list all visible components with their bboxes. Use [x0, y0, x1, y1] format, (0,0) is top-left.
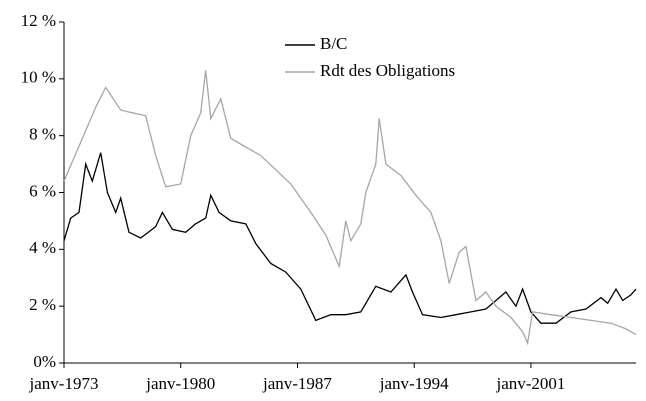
x-tick-label: janv-1987	[262, 374, 332, 393]
line-series	[63, 70, 637, 346]
legend-label: B/C	[320, 34, 347, 53]
x-tick-label: janv-1994	[379, 374, 449, 393]
y-tick-label: 6 %	[29, 181, 56, 200]
y-tick-label: 4 %	[29, 238, 56, 257]
y-tick-label: 8 %	[29, 125, 56, 144]
y-tick-label: 12 %	[21, 11, 56, 30]
legend-label: Rdt des Obligations	[320, 61, 455, 80]
line-series	[63, 152, 637, 324]
x-tick-label: janv-1973	[29, 374, 99, 393]
y-tick-label: 10 %	[21, 68, 56, 87]
x-tick-label: janv-1980	[145, 374, 215, 393]
y-tick-label: 2 %	[29, 295, 56, 314]
x-tick-label: janv-2001	[495, 374, 565, 393]
y-tick-label: 0%	[33, 352, 56, 371]
